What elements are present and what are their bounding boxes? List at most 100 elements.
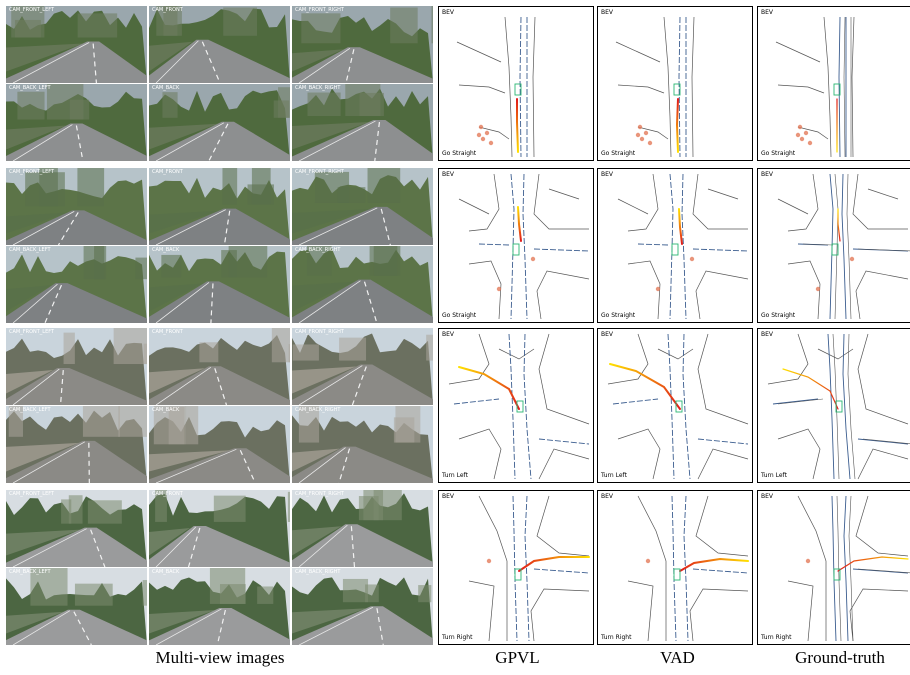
- camera-view: CAM_BACK_RIGHT: [292, 84, 433, 161]
- camera-image: [149, 246, 290, 323]
- camera-label: CAM_FRONT: [152, 491, 183, 497]
- bev-panel-gt: BEV Turn Left: [757, 328, 910, 483]
- driving-command: Go Straight: [442, 150, 477, 157]
- bev-title: BEV: [442, 493, 455, 500]
- camera-label: CAM_BACK: [152, 569, 180, 575]
- camera-image: [6, 406, 147, 483]
- bev-panel-vad: BEV Go Straight: [597, 168, 753, 323]
- camera-label: CAM_BACK: [152, 407, 180, 413]
- driving-command: Turn Left: [442, 472, 468, 479]
- figure-grid: CAM_FRONT_LEFT CAM_FRONT CAM_FRONT_RIGHT CA…: [6, 6, 910, 645]
- camera-image: [292, 328, 433, 405]
- driving-command: Go Straight: [761, 150, 796, 157]
- camera-view: CAM_FRONT: [149, 328, 290, 405]
- bev-panel-vad: BEV Turn Left: [597, 328, 753, 483]
- bev-map: [458, 173, 590, 320]
- camera-view: CAM_FRONT_LEFT: [6, 6, 147, 83]
- camera-image: [6, 490, 147, 567]
- bev-title: BEV: [442, 171, 455, 178]
- bev-map: [468, 495, 590, 642]
- bev-map: [767, 333, 910, 480]
- driving-command: Turn Left: [761, 472, 787, 479]
- camera-label: CAM_BACK_RIGHT: [295, 407, 341, 413]
- bev-map: [775, 16, 855, 158]
- camera-image: [149, 490, 290, 567]
- camera-view: CAM_BACK_LEFT: [6, 84, 147, 161]
- camera-view: CAM_FRONT_LEFT: [6, 168, 147, 245]
- bev-panel-gpvl: BEV Go Straight: [438, 168, 594, 323]
- camera-image: [149, 328, 290, 405]
- camera-image: [149, 406, 290, 483]
- bev-map: [627, 495, 749, 642]
- camera-view: CAM_FRONT_LEFT: [6, 328, 147, 405]
- camera-image: [6, 6, 147, 83]
- bev-panel-gt: BEV Turn Right: [757, 490, 910, 645]
- driving-command: Turn Right: [601, 634, 632, 641]
- camera-label: CAM_FRONT_LEFT: [9, 169, 55, 175]
- camera-view: CAM_FRONT_RIGHT: [292, 168, 433, 245]
- camera-view: CAM_BACK_RIGHT: [292, 568, 433, 645]
- bev-map: [448, 333, 590, 480]
- caption-gpvl: GPVL: [495, 648, 540, 667]
- bev-panel-gt: BEV Go Straight: [757, 6, 910, 161]
- camera-label: CAM_BACK_LEFT: [9, 85, 51, 91]
- camera-label: CAM_BACK_RIGHT: [295, 247, 341, 253]
- camera-label: CAM_BACK: [152, 85, 180, 91]
- bev-map: [456, 16, 536, 158]
- camera-view: CAM_BACK_LEFT: [6, 568, 147, 645]
- bev-title: BEV: [601, 9, 614, 16]
- camera-view: CAM_BACK_RIGHT: [292, 246, 433, 323]
- bev-panel-gt: BEV Go Straight: [757, 168, 910, 323]
- camera-view: CAM_BACK_LEFT: [6, 246, 147, 323]
- camera-label: CAM_FRONT: [152, 329, 183, 335]
- driving-command: Turn Left: [601, 472, 627, 479]
- camera-view: CAM_FRONT_RIGHT: [292, 490, 433, 567]
- camera-view: CAM_FRONT_RIGHT: [292, 6, 433, 83]
- camera-image: [292, 568, 433, 645]
- bev-title: BEV: [442, 331, 455, 338]
- camera-view: CAM_FRONT: [149, 6, 290, 83]
- camera-view: CAM_BACK_LEFT: [6, 406, 147, 483]
- camera-label: CAM_BACK_RIGHT: [295, 569, 341, 575]
- camera-image: [6, 84, 147, 161]
- caption-multi-view-images: Multi-view images: [155, 648, 285, 667]
- camera-view: CAM_BACK: [149, 246, 290, 323]
- driving-command: Go Straight: [601, 150, 636, 157]
- bev-title: BEV: [761, 171, 774, 178]
- driving-command: Turn Right: [761, 634, 792, 641]
- camera-image: [6, 328, 147, 405]
- camera-view: CAM_FRONT: [149, 168, 290, 245]
- camera-view: CAM_FRONT: [149, 490, 290, 567]
- bev-title: BEV: [601, 171, 614, 178]
- bev-title: BEV: [761, 331, 774, 338]
- camera-label: CAM_BACK_LEFT: [9, 407, 51, 413]
- camera-view: CAM_FRONT_LEFT: [6, 490, 147, 567]
- bev-title: BEV: [601, 331, 614, 338]
- caption-vad: VAD: [660, 648, 695, 667]
- camera-view: CAM_BACK: [149, 568, 290, 645]
- bev-map: [607, 333, 749, 480]
- caption-ground-truth: Ground-truth: [795, 648, 885, 667]
- driving-command: Go Straight: [601, 312, 636, 319]
- camera-label: CAM_BACK_LEFT: [9, 247, 51, 253]
- camera-image: [149, 6, 290, 83]
- camera-image: [292, 6, 433, 83]
- bev-title: BEV: [761, 9, 774, 16]
- camera-label: CAM_FRONT_RIGHT: [295, 169, 344, 175]
- camera-label: CAM_BACK_RIGHT: [295, 85, 341, 91]
- camera-label: CAM_FRONT_LEFT: [9, 329, 55, 335]
- camera-label: CAM_FRONT_LEFT: [9, 7, 55, 13]
- camera-image: [292, 490, 433, 567]
- bev-panel-gpvl: BEV Turn Right: [438, 490, 594, 645]
- bev-map: [787, 495, 910, 642]
- bev-map: [615, 16, 695, 158]
- driving-command: Turn Right: [442, 634, 473, 641]
- camera-image: [292, 168, 433, 245]
- camera-image: [292, 84, 433, 161]
- camera-view: CAM_BACK: [149, 406, 290, 483]
- camera-view: CAM_FRONT_RIGHT: [292, 328, 433, 405]
- camera-image: [149, 568, 290, 645]
- bev-panel-gpvl: BEV Turn Left: [438, 328, 594, 483]
- bev-title: BEV: [601, 493, 614, 500]
- driving-command: Go Straight: [761, 312, 796, 319]
